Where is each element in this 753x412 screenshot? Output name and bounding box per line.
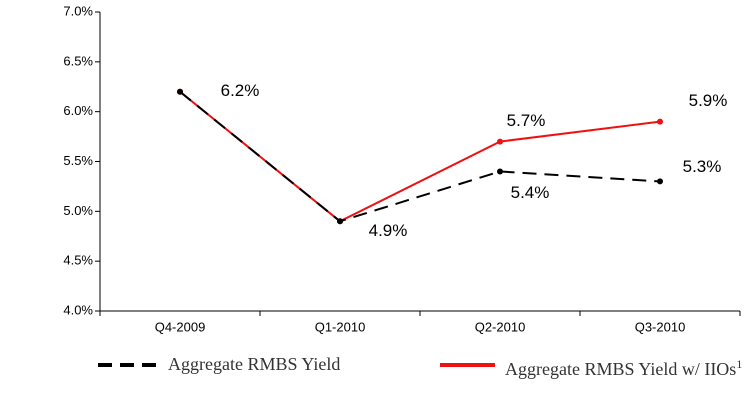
x-tick-label: Q4-2009 — [155, 319, 206, 334]
point — [497, 168, 503, 175]
point — [177, 88, 183, 95]
legend-label: Aggregate RMBS Yield w/ IIOs1 — [505, 352, 750, 381]
point — [657, 118, 663, 125]
series-line — [179, 90, 661, 223]
data-label: 6.2% — [221, 81, 260, 100]
legend-label: Aggregate RMBS Yield — [168, 354, 341, 374]
y-tick-label: 6.5% — [63, 53, 93, 68]
x-tick-label: Q3-2010 — [635, 319, 686, 334]
point — [657, 178, 663, 185]
y-tick-label: 4.5% — [63, 253, 93, 268]
data-label: 5.3% — [683, 157, 722, 176]
x-tick-label: Q2-2010 — [475, 319, 526, 334]
data-label: 5.9% — [689, 91, 728, 110]
point — [497, 138, 503, 145]
y-tick-label: 5.5% — [63, 153, 93, 168]
data-label: 4.9% — [369, 221, 408, 240]
y-tick-label: 5.0% — [63, 203, 93, 218]
y-tick-label: 4.0% — [63, 302, 93, 317]
x-tick-label: Q1-2010 — [315, 319, 366, 334]
data-label: 5.4% — [511, 183, 550, 202]
point — [337, 218, 343, 225]
y-tick-label: 6.0% — [63, 103, 93, 118]
data-label: 5.7% — [507, 111, 546, 130]
footnote-marker: 1 — [736, 357, 743, 371]
legend-text: Aggregate RMBS Yield w/ IIOs — [505, 359, 737, 379]
series-line — [179, 90, 661, 223]
y-tick-label: 7.0% — [63, 3, 93, 18]
